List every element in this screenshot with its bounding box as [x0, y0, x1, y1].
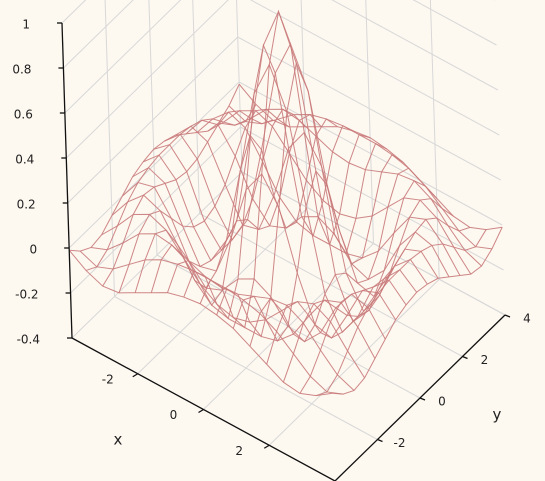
- wire-column: [199, 9, 371, 329]
- z-tick-label: 0.2: [17, 198, 36, 212]
- z-tick-label: 0: [30, 243, 38, 257]
- x-tick: [132, 373, 139, 378]
- grid-line: [238, 81, 503, 226]
- wire-column: [134, 108, 306, 293]
- z-tick-label: -0.4: [17, 333, 40, 347]
- y-tick-label: 4: [523, 312, 531, 326]
- z-tick-label: 0.4: [15, 153, 34, 167]
- y-tick: [504, 314, 511, 318]
- wire-row: [153, 10, 418, 323]
- grid-line: [67, 36, 239, 204]
- wire-column: [315, 229, 487, 397]
- grid-line: [65, 0, 229, 159]
- wire-column: [150, 113, 322, 293]
- grid-line: [104, 0, 115, 297]
- wire-column: [69, 84, 240, 252]
- x-tick-label: -2: [102, 372, 114, 386]
- z-tick-label: 0.6: [14, 108, 33, 122]
- grid-line: [240, 126, 504, 271]
- x-tick-label: 2: [235, 444, 243, 458]
- wire-column: [102, 110, 273, 287]
- grid-line: [331, 0, 499, 91]
- wire-column: [332, 227, 503, 395]
- axes: -2 0 2 -2 0 2 4 -0.4 -0.2 0 0.2 0.4 0.6 0.8 1: [12, 18, 531, 481]
- grid-line: [236, 0, 243, 173]
- y-axis-title: y: [493, 406, 502, 424]
- wire-column: [282, 198, 454, 383]
- y-tick: [419, 397, 426, 401]
- grid-line: [412, 0, 497, 46]
- x-tick: [198, 408, 204, 414]
- z-tick-label: 0.8: [12, 63, 31, 77]
- wire-column: [249, 167, 421, 347]
- grid-line: [148, 0, 158, 256]
- y-tick-label: 0: [438, 395, 446, 409]
- surface: [68, 9, 503, 397]
- x-tick: [263, 444, 270, 449]
- grid-line: [365, 0, 374, 244]
- grid-line: [241, 171, 506, 316]
- wire-column: [216, 61, 387, 338]
- wire-row: [164, 42, 428, 313]
- wire-column: [118, 108, 290, 293]
- grid-line: [71, 171, 243, 339]
- y-tick: [377, 438, 383, 443]
- x-tick-label: 0: [170, 408, 178, 422]
- grid-line: [199, 213, 463, 357]
- grid-line: [192, 0, 200, 214]
- grid-line: [68, 81, 240, 249]
- grid-line: [61, 0, 87, 24]
- grid-line: [300, 0, 309, 208]
- wire-column: [266, 180, 438, 365]
- y-tick-label: 2: [481, 353, 489, 367]
- grid-line: [114, 296, 378, 440]
- z-axis: [61, 22, 73, 339]
- grid-line: [70, 126, 241, 294]
- x-axis-title: x: [114, 431, 123, 449]
- y-tick-label: -2: [394, 436, 406, 450]
- z-tick-label: -0.2: [15, 288, 38, 302]
- grid-line: [63, 0, 134, 69]
- z-tick-label: 1: [22, 18, 30, 32]
- y-tick: [462, 355, 468, 360]
- wire-column: [299, 217, 471, 394]
- wire-column: [232, 154, 404, 342]
- grid-line: [64, 0, 182, 114]
- grid-line: [429, 0, 440, 280]
- wire-column: [85, 104, 257, 271]
